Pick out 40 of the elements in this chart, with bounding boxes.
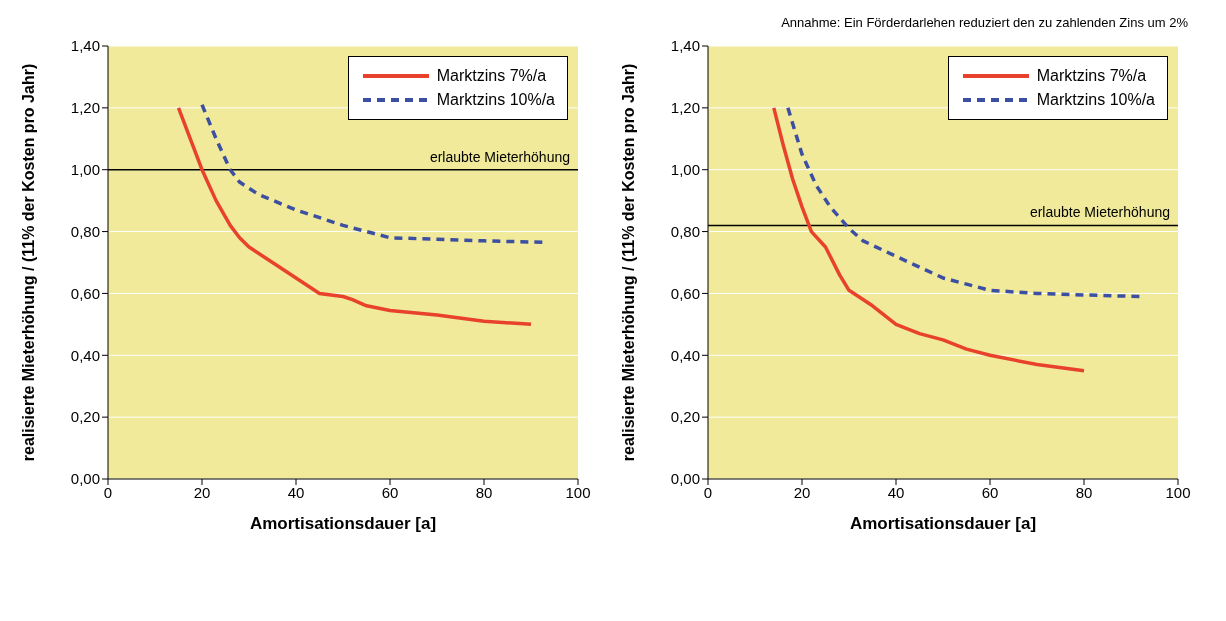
x-tick-label: 0 (103, 483, 113, 501)
y-axis-title: realisierte Mieterhöhung / (11% der Kosten pro Jahr) (619, 63, 637, 462)
x-tick-label: 100 (565, 483, 591, 501)
x-tick-label: 60 (981, 483, 999, 501)
y-tick-label: 1,00 (670, 161, 700, 179)
y-axis-title: realisierte Mieterhöhung / (11% der Kosten pro Jahr) (19, 63, 37, 462)
x-axis-title: Amortisationsdauer [a] (249, 514, 437, 533)
x-tick-label: 0 (703, 483, 713, 501)
x-tick-label: 40 (887, 483, 905, 501)
ref-line-label: erlaubte Mieterhöhung (429, 148, 570, 165)
y-tick-label: 0,20 (670, 408, 700, 426)
y-tick-label: 0,80 (670, 222, 700, 240)
x-tick-label: 60 (381, 483, 399, 501)
y-tick-label: 0,60 (70, 284, 100, 302)
y-tick-label: 1,40 (70, 37, 100, 55)
y-tick-label: 0,80 (70, 222, 100, 240)
legend-label: Marktzins 10%/a (1036, 91, 1155, 109)
y-tick-label: 1,20 (70, 99, 100, 117)
y-tick-label: 0,40 (670, 346, 700, 364)
x-axis-title: Amortisationsdauer [a] (849, 514, 1037, 533)
y-tick-label: 1,40 (670, 37, 700, 55)
legend-label: Marktzins 7%/a (436, 67, 547, 85)
ref-line-label: erlaubte Mieterhöhung (1029, 204, 1170, 221)
chart-title: Annahme: Ein Förderdarlehen reduziert den zu zahlenden Zins um 2% (780, 14, 1189, 32)
y-tick-label: 1,00 (70, 161, 100, 179)
x-tick-label: 20 (193, 483, 211, 501)
y-tick-label: 1,20 (670, 99, 700, 117)
legend-label: Marktzins 10%/a (436, 91, 555, 109)
y-tick-label: 0,40 (70, 346, 100, 364)
y-tick-label: 0,00 (70, 470, 100, 488)
x-tick-label: 20 (793, 483, 811, 501)
y-tick-label: 0,60 (670, 284, 700, 302)
x-tick-label: 40 (287, 483, 305, 501)
y-tick-label: 0,20 (70, 408, 100, 426)
y-tick-label: 0,00 (670, 470, 700, 488)
x-tick-label: 100 (1165, 483, 1191, 501)
line-series (772, 106, 1086, 373)
legend-label: Marktzins 7%/a (1036, 67, 1147, 85)
x-tick-label: 80 (475, 483, 493, 501)
x-tick-label: 80 (1075, 483, 1093, 501)
